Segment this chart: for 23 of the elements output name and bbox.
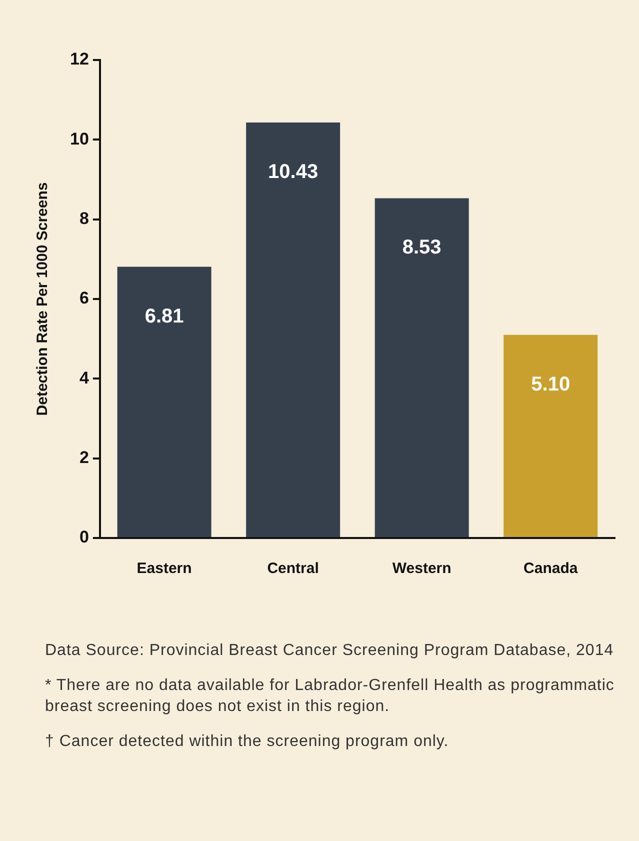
y-tick-label: 8 <box>79 209 89 228</box>
x-tick-label: Central <box>267 560 319 578</box>
text: † Cancer detected within the screening program only. <box>45 732 450 752</box>
y-tick-label: 0 <box>79 528 89 547</box>
data-label: 5.10 <box>531 373 570 396</box>
x-tick-label: Western <box>392 560 452 578</box>
bar <box>504 334 598 537</box>
bar <box>374 198 469 537</box>
x-tick-label: Eastern <box>136 560 192 578</box>
data-label: 10.43 <box>268 161 318 184</box>
y-tick-label: 6 <box>79 288 89 308</box>
y-tick-label: 4 <box>79 368 90 388</box>
data-label: 8.53 <box>402 236 442 259</box>
y-tick-label: 12 <box>70 50 89 69</box>
data-label: 6.81 <box>144 305 184 328</box>
x-tick-label: Canada <box>524 560 578 578</box>
y-axis-title: Detection Rate Per 1000 Screens <box>34 182 52 416</box>
bar <box>117 266 212 537</box>
y-tick-label: 10 <box>70 129 89 148</box>
source-note: Data Source: Provincial Breast Cancer Screening Program Database, 2014 <box>45 641 615 661</box>
bar <box>246 122 340 537</box>
text: * There are no data available for Labrador-Grenfell Health as programmatic breast screening does not exist in this region. <box>45 676 616 717</box>
y-tick-label: 2 <box>79 448 89 468</box>
